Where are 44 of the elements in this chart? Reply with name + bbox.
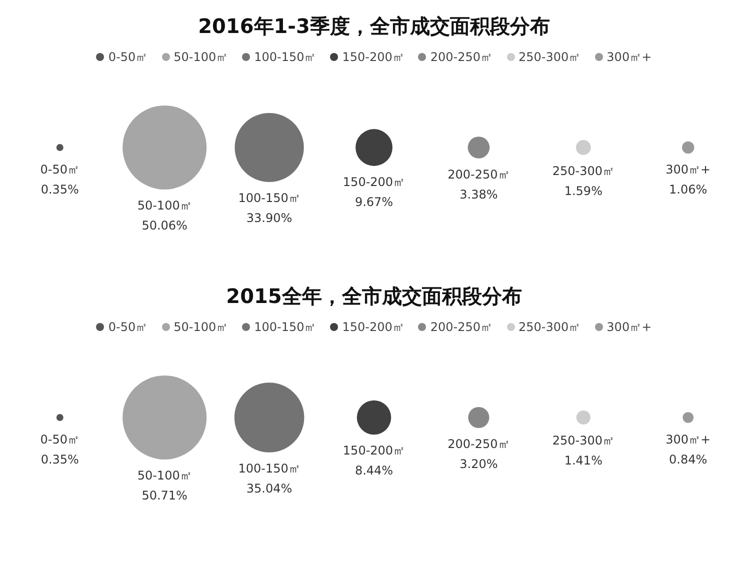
legend-label: 50-100㎡ xyxy=(174,48,228,66)
text: 150-200㎡ xyxy=(342,444,406,458)
data-label: 3.20% xyxy=(460,457,498,472)
data-label: 1.41% xyxy=(564,454,602,468)
legend-label: 100-150㎡ xyxy=(254,48,316,66)
data-label: 35.04% xyxy=(246,481,292,496)
text: 100-150㎡ xyxy=(238,461,300,476)
data-label: 3.38% xyxy=(460,187,498,202)
text: 200-250㎡ xyxy=(448,167,510,182)
legend-label: 150-200㎡ xyxy=(342,318,404,336)
data-label: 0.35% xyxy=(40,452,79,466)
data-label: 50.06% xyxy=(142,218,188,232)
legend-label: 300㎡+ xyxy=(606,48,652,66)
legend-label: 150-200㎡ xyxy=(342,48,404,66)
data-label: 33.90% xyxy=(246,211,292,226)
data-label: 0.84% xyxy=(669,452,708,466)
data-label: 9.67% xyxy=(354,194,394,209)
text: 250-300㎡ xyxy=(552,434,614,448)
data-label: 1.06% xyxy=(669,182,708,197)
legend-label: 100-150㎡ xyxy=(254,318,316,336)
legend-label: 50-100㎡ xyxy=(174,318,228,336)
text: 50-100㎡ xyxy=(137,468,192,482)
text: 0-50㎡ xyxy=(40,432,80,446)
legend-label: 0-50㎡ xyxy=(108,48,148,66)
text: 300㎡+ xyxy=(666,162,711,177)
data-label: 50.71% xyxy=(142,488,188,502)
data-label: 8.44% xyxy=(354,464,394,478)
text: 250-300㎡ xyxy=(552,164,614,178)
text: 200-250㎡ xyxy=(448,437,510,452)
legend-label: 250-300㎡ xyxy=(518,48,581,66)
legend-label: 250-300㎡ xyxy=(518,318,581,336)
text: 300㎡+ xyxy=(666,432,711,446)
text: 150-200㎡ xyxy=(342,174,406,189)
data-label: 0.35% xyxy=(40,182,79,196)
text: 0-50㎡ xyxy=(40,162,80,176)
legend-label: 200-250㎡ xyxy=(430,48,493,66)
legend-label: 300㎡+ xyxy=(606,318,652,336)
data-label: 1.59% xyxy=(564,184,602,198)
text: 50-100㎡ xyxy=(137,198,192,212)
text: 2015全年，全市成交面积段分布 xyxy=(225,283,523,310)
text: 2016年1-3季度，全市成交面积段分布 xyxy=(197,13,551,40)
text: 100-150㎡ xyxy=(238,191,300,206)
legend-label: 200-250㎡ xyxy=(430,318,493,336)
legend-label: 0-50㎡ xyxy=(108,318,148,336)
